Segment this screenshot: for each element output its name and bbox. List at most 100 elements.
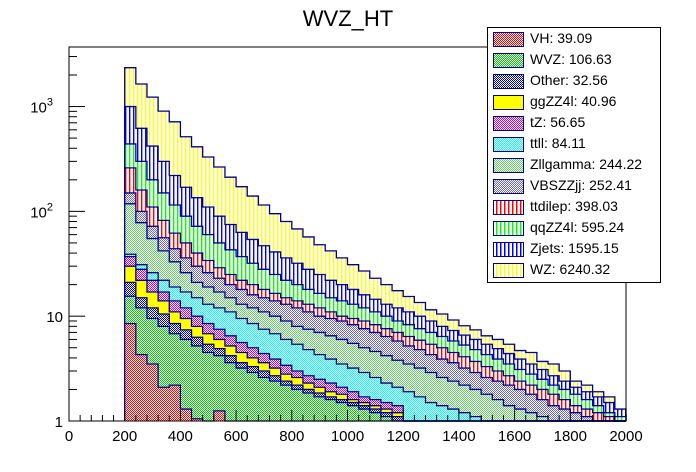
legend-item-vbszzjj: VBSZZjj: 252.41 xyxy=(488,176,660,197)
bar-ttll-bin27 xyxy=(425,402,437,421)
x-tick-label: 200 xyxy=(112,428,137,445)
legend-label: qqZZ4l: 595.24 xyxy=(530,219,625,235)
bar-vbszzjj-bin39 xyxy=(559,409,571,421)
bar-ttll-bin31 xyxy=(470,416,482,421)
x-tick-label: 1200 xyxy=(387,428,420,445)
legend-label: Other: 32.56 xyxy=(530,72,608,88)
bar-vh-bin5 xyxy=(180,409,192,421)
legend-swatch xyxy=(493,221,524,236)
x-axis: 0 200 400 600 800 1000 1200 1400 1600 1800 2000 xyxy=(65,410,643,445)
legend-label: VBSZZjj: 252.41 xyxy=(530,177,632,193)
bar-zllgamma-bin28 xyxy=(436,377,448,421)
bar-zllgamma-bin29 xyxy=(447,381,459,421)
bar-wvz-bin16 xyxy=(302,392,315,421)
outline-ttdilep xyxy=(124,167,626,422)
chart-title: WVZ_HT xyxy=(302,6,394,31)
outline-vbszzjj xyxy=(124,192,626,422)
bar-vbszzjj-bin37 xyxy=(536,399,549,421)
bar-wvz-bin18 xyxy=(325,399,337,421)
x-tick-label: 600 xyxy=(224,428,249,445)
bar-wvz-bin22 xyxy=(369,412,381,421)
outline-zjets xyxy=(124,105,627,421)
bar-vh-bin0 xyxy=(124,323,136,421)
bar-qqzz4l-bin44 xyxy=(614,416,626,421)
legend-swatch xyxy=(493,242,524,257)
bar-zllgamma-bin31 xyxy=(470,389,482,421)
y-tick-label: 103 xyxy=(30,97,53,117)
bar-wvz-bin21 xyxy=(358,409,370,421)
bar-vh-bin3 xyxy=(158,387,170,421)
bar-wvz-bin10 xyxy=(236,368,248,421)
legend-swatch xyxy=(493,179,524,194)
bar-wvz-bin15 xyxy=(291,389,303,421)
bar-wvz-bin11 xyxy=(247,372,259,421)
bar-vbszzjj-bin34 xyxy=(503,385,515,421)
bar-wvz-bin23 xyxy=(380,416,393,421)
outline-zllgamma xyxy=(124,203,626,422)
bar-zjets-bin44 xyxy=(614,409,626,421)
legend-swatch xyxy=(493,116,524,131)
y-axis: 1 10 102 103 xyxy=(30,56,85,431)
bar-ttll-bin25 xyxy=(403,391,415,421)
legend-label: ttll: 84.11 xyxy=(530,135,586,151)
legend: VH: 39.09 WVZ: 106.63 Other: 32.56 ggZZ4l: … xyxy=(487,27,661,283)
bar-wvz-bin3 xyxy=(158,326,170,421)
bar-vbszzjj-bin40 xyxy=(570,412,582,421)
bar-other-bin24 xyxy=(392,416,404,421)
histogram-bars xyxy=(124,67,627,422)
series-wvz xyxy=(124,295,626,422)
bar-vbszzjj-bin41 xyxy=(581,416,593,421)
bar-wvz-bin19 xyxy=(336,402,348,421)
legend-item-qqzz4l: qqZZ4l: 595.24 xyxy=(488,218,660,239)
y-tick-label: 102 xyxy=(30,201,53,221)
legend-label: ttdilep: 398.03 xyxy=(530,198,618,214)
bar-wvz-bin7 xyxy=(202,352,214,421)
x-tick-label: 1000 xyxy=(331,428,364,445)
legend-item-ttdilep: ttdilep: 398.03 xyxy=(488,197,660,218)
legend-item-tz: tZ: 56.65 xyxy=(488,113,660,134)
legend-swatch xyxy=(493,263,524,278)
bar-vh-bin1 xyxy=(135,354,147,421)
bar-wvz-bin5 xyxy=(180,339,192,421)
bar-ttll-bin24 xyxy=(392,387,404,421)
bar-vh-bin4 xyxy=(169,385,181,421)
legend-label: VH: 39.09 xyxy=(530,30,593,46)
x-tick-label: 2000 xyxy=(609,428,642,445)
legend-item-vh: VH: 39.09 xyxy=(488,29,660,50)
legend-item-ttll: ttll: 84.11 xyxy=(488,134,660,155)
legend-item-wvz: WVZ: 106.63 xyxy=(488,50,660,71)
bar-ttll-bin26 xyxy=(414,396,426,421)
legend-item-other: Other: 32.56 xyxy=(488,71,660,92)
legend-item-zllgamma: Zllgamma: 244.22 xyxy=(488,155,660,176)
bar-wvz-bin14 xyxy=(280,385,292,421)
outline-wz xyxy=(124,67,627,421)
x-tick-label: 1600 xyxy=(498,428,531,445)
legend-swatch xyxy=(493,53,524,68)
bar-vh-bin6 xyxy=(191,418,203,421)
bar-zllgamma-bin32 xyxy=(481,394,493,421)
bar-wvz-bin13 xyxy=(269,381,281,421)
bar-zjets-bin43 xyxy=(603,402,615,421)
legend-label: WZ: 6240.32 xyxy=(530,261,611,277)
legend-swatch xyxy=(493,200,524,215)
legend-label: Zjets: 1595.15 xyxy=(530,240,619,256)
bar-zllgamma-bin30 xyxy=(458,385,471,421)
bar-zllgamma-bin26 xyxy=(414,368,426,421)
legend-label: tZ: 56.65 xyxy=(530,114,586,130)
bar-zllgamma-bin34 xyxy=(503,405,515,421)
legend-swatch xyxy=(493,74,524,89)
bar-ttll-bin29 xyxy=(447,409,459,421)
bar-zllgamma-bin36 xyxy=(525,412,537,421)
bar-zllgamma-bin27 xyxy=(425,372,437,421)
bar-ttll-bin30 xyxy=(458,412,471,421)
y-tick-label: 1 xyxy=(55,414,63,431)
legend-swatch xyxy=(493,32,524,47)
bar-wvz-bin9 xyxy=(224,362,237,421)
x-tick-label: 800 xyxy=(279,428,304,445)
outline-qqzz4l xyxy=(124,143,627,421)
legend-swatch xyxy=(493,95,524,110)
legend-swatch xyxy=(493,158,524,173)
bar-vbszzjj-bin38 xyxy=(548,405,560,421)
bar-vbszzjj-bin35 xyxy=(514,389,526,421)
